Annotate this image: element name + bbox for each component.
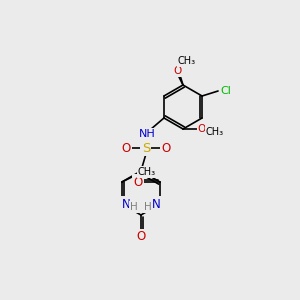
Text: CH₃: CH₃ (206, 127, 224, 137)
Text: H: H (130, 202, 138, 212)
Text: Cl: Cl (220, 86, 232, 96)
Text: NH: NH (139, 129, 155, 139)
Text: O: O (121, 142, 130, 154)
Text: O: O (174, 66, 182, 76)
Text: O: O (198, 124, 206, 134)
Text: N: N (122, 197, 130, 211)
Text: O: O (161, 142, 171, 154)
Text: N: N (152, 197, 160, 211)
Text: S: S (142, 142, 150, 154)
Text: O: O (134, 176, 142, 188)
Text: CH₃: CH₃ (178, 56, 196, 66)
Text: CH₃: CH₃ (138, 167, 156, 177)
Text: O: O (136, 230, 146, 244)
Text: H: H (144, 202, 152, 212)
